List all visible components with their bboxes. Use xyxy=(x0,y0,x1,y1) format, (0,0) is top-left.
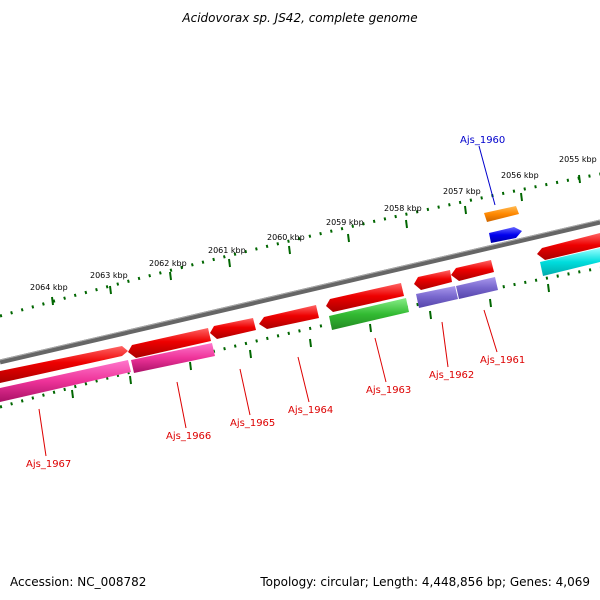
outer-major-ticks xyxy=(51,174,581,306)
cds-ajs1966 xyxy=(128,328,211,358)
inner-tick-track xyxy=(0,266,600,409)
tick-label: 2057 kbp xyxy=(443,187,481,196)
tick-label: 2062 kbp xyxy=(149,259,187,268)
gene-label-ajs1965[interactable]: Ajs_1965 xyxy=(230,418,275,429)
tick-label: 2056 kbp xyxy=(501,171,539,180)
cds-ajs1961 xyxy=(451,260,494,281)
gene-label-ajs1960[interactable]: Ajs_1960 xyxy=(460,135,505,146)
cog-ajs1966 xyxy=(131,343,215,373)
gene-labels: Ajs_1960 Ajs_1961 Ajs_1962 Ajs_1963 Ajs_… xyxy=(26,135,525,470)
label-leaders xyxy=(38,145,498,457)
gene-label-ajs1964[interactable]: Ajs_1964 xyxy=(288,405,333,416)
gene-label-ajs1966[interactable]: Ajs_1966 xyxy=(166,431,211,442)
tick-label: 2060 kbp xyxy=(267,233,305,242)
cog-ajs1962 xyxy=(416,286,458,308)
tick-label: 2055 kbp xyxy=(559,155,597,164)
topology-summary: Topology: circular; Length: 4,448,856 bp… xyxy=(259,575,590,589)
gene-label-ajs1961[interactable]: Ajs_1961 xyxy=(480,355,525,366)
feature-ajs1960-cds xyxy=(489,227,522,243)
cog-track xyxy=(0,248,600,402)
cog-ajs1961 xyxy=(456,277,498,299)
map-title: Acidovorax sp. JS42, complete genome xyxy=(181,11,417,25)
cds-ajs1964 xyxy=(259,305,319,329)
gene-label-ajs1962[interactable]: Ajs_1962 xyxy=(429,370,474,381)
cds-track xyxy=(0,233,600,383)
feature-ajs1960-cog xyxy=(484,206,519,222)
accession-text: Accession: NC_008782 xyxy=(10,575,146,589)
cds-ajs1962 xyxy=(414,270,452,290)
cds-ajs1963 xyxy=(326,283,404,312)
tick-label: 2058 kbp xyxy=(384,204,422,213)
inner-major-ticks xyxy=(71,283,550,399)
tick-label: 2061 kbp xyxy=(208,246,246,255)
cog-ajs1963 xyxy=(329,298,409,330)
tick-labels: 2064 kbp 2063 kbp 2062 kbp 2061 kbp 2060… xyxy=(30,155,597,292)
cds-ajs1965 xyxy=(210,318,256,339)
cds-next xyxy=(537,233,600,260)
cds-ajs1967 xyxy=(0,346,128,383)
cog-ajs1967 xyxy=(0,360,131,402)
cog-next xyxy=(540,248,600,276)
gene-label-ajs1963[interactable]: Ajs_1963 xyxy=(366,385,411,396)
tick-label: 2059 kbp xyxy=(326,218,364,227)
outer-tick-track xyxy=(0,172,600,318)
tick-label: 2064 kbp xyxy=(30,283,68,292)
gene-label-ajs1967[interactable]: Ajs_1967 xyxy=(26,459,71,470)
tick-label: 2063 kbp xyxy=(90,271,128,280)
genome-backbone xyxy=(0,219,600,365)
